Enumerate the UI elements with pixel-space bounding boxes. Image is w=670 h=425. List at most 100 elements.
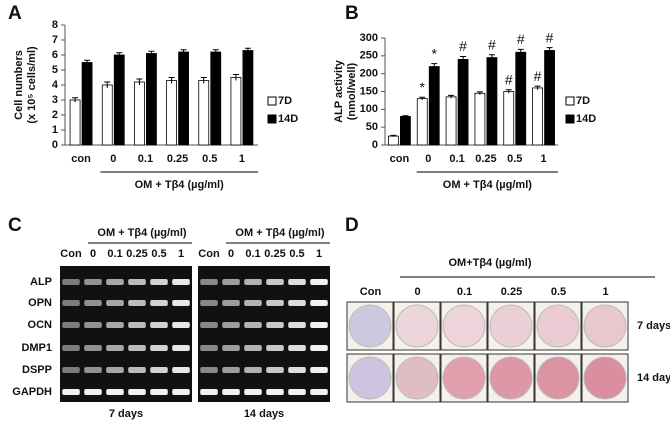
legend-swatch <box>267 96 277 106</box>
error-bar <box>116 52 123 58</box>
gel-band <box>128 389 146 395</box>
error-bar <box>84 59 91 65</box>
gel-band <box>288 367 306 373</box>
gel-caption: 14 days <box>244 408 284 420</box>
gel-band <box>288 345 306 351</box>
gel-header: OM + Tβ4 (µg/ml) <box>235 227 324 239</box>
well <box>583 356 627 400</box>
gel-band <box>84 345 102 351</box>
error-bar <box>390 134 397 137</box>
error-bar <box>168 77 175 84</box>
gel-band <box>222 300 240 306</box>
well <box>395 356 439 400</box>
gel-band <box>84 389 102 395</box>
gel-band <box>84 322 102 328</box>
gel-band <box>62 367 80 373</box>
gel-band <box>310 389 328 395</box>
bar <box>113 54 125 146</box>
gel-band <box>150 322 168 328</box>
gel-band <box>288 279 306 285</box>
stain-row-label: 14 days <box>637 372 670 384</box>
y-tick-label: 300 <box>360 32 378 44</box>
gel-band <box>150 367 168 373</box>
y-tick-label: 3 <box>52 94 58 106</box>
bar <box>416 98 428 146</box>
bar <box>81 62 93 146</box>
gel-band <box>172 279 190 285</box>
bar <box>166 80 177 146</box>
gel-band <box>128 300 146 306</box>
error-bar <box>244 47 251 53</box>
legend-label: 7D <box>576 95 590 107</box>
gel-band <box>172 367 190 373</box>
y-tick-label: 7 <box>52 34 58 46</box>
gel-band <box>310 345 328 351</box>
gel-band <box>310 300 328 306</box>
gel-band <box>106 300 124 306</box>
bar <box>474 92 486 146</box>
gel-band <box>266 345 284 351</box>
legend-swatch <box>267 114 277 124</box>
gel-lane-label: 0 <box>90 248 96 260</box>
y-tick-label: 5 <box>52 64 58 76</box>
gel-band <box>62 345 80 351</box>
gel-band <box>200 322 218 328</box>
gel-band <box>244 389 262 395</box>
significance-marker: * <box>420 79 426 95</box>
gel-lane-label: 0.1 <box>107 248 122 260</box>
bar <box>198 80 210 146</box>
gel-band <box>200 345 218 351</box>
error-bar <box>402 115 409 118</box>
y-tick-label: 50 <box>366 121 378 133</box>
bar <box>400 116 411 146</box>
bar <box>388 135 399 146</box>
gel-band <box>310 367 328 373</box>
x-tick-label: 1 <box>239 153 245 165</box>
x-tick-label: con <box>390 153 410 165</box>
y-tick-label: 2 <box>52 109 58 121</box>
stain-column-label: Con <box>360 286 382 298</box>
gel-image <box>60 266 192 402</box>
stain-header: OM+Tβ4 (µg/ml) <box>448 257 531 269</box>
bar <box>445 96 457 146</box>
gel-band <box>62 300 80 306</box>
bar <box>544 50 555 146</box>
gel-lane-label: 0.25 <box>126 248 147 260</box>
bar <box>515 51 527 146</box>
gel-band <box>106 389 124 395</box>
x-tick-label: 0.25 <box>167 153 188 165</box>
gel-lane-label: 0.5 <box>151 248 166 260</box>
x-tick-label: 0.1 <box>449 153 464 165</box>
gel-band <box>200 389 218 395</box>
y-tick-label: 100 <box>360 103 378 115</box>
gel-band <box>310 322 328 328</box>
error-bar <box>200 77 207 84</box>
x-tick-label: 0.25 <box>475 153 496 165</box>
y-axis-label: (nmol/well) <box>346 62 358 120</box>
gel-band <box>222 367 240 373</box>
y-tick-label: 150 <box>360 85 378 97</box>
gel-band <box>172 322 190 328</box>
y-tick-label: 1 <box>52 124 58 136</box>
x-tick-label: 0 <box>425 153 431 165</box>
bar <box>428 66 440 146</box>
gel-band <box>84 279 102 285</box>
stain-column-label: 0.1 <box>457 286 472 298</box>
stain-column-label: 0 <box>414 286 420 298</box>
y-axis-label: Cell numbers <box>13 50 25 120</box>
error-bar <box>488 54 495 61</box>
significance-marker: # <box>534 68 542 84</box>
error-bar <box>212 49 219 55</box>
panel-label: B <box>345 3 359 24</box>
gel-row-label: OPN <box>28 297 52 309</box>
legend-label: 14D <box>278 113 298 125</box>
x-tick-label: 1 <box>541 153 547 165</box>
group-label: OM + Tβ4 (µg/ml) <box>135 179 224 191</box>
gel-band <box>150 389 168 395</box>
gel-band <box>244 322 262 328</box>
gel-band <box>244 279 262 285</box>
gel-band <box>244 367 262 373</box>
gel-band <box>222 322 240 328</box>
gel-band <box>172 389 190 395</box>
error-bar <box>104 81 111 88</box>
